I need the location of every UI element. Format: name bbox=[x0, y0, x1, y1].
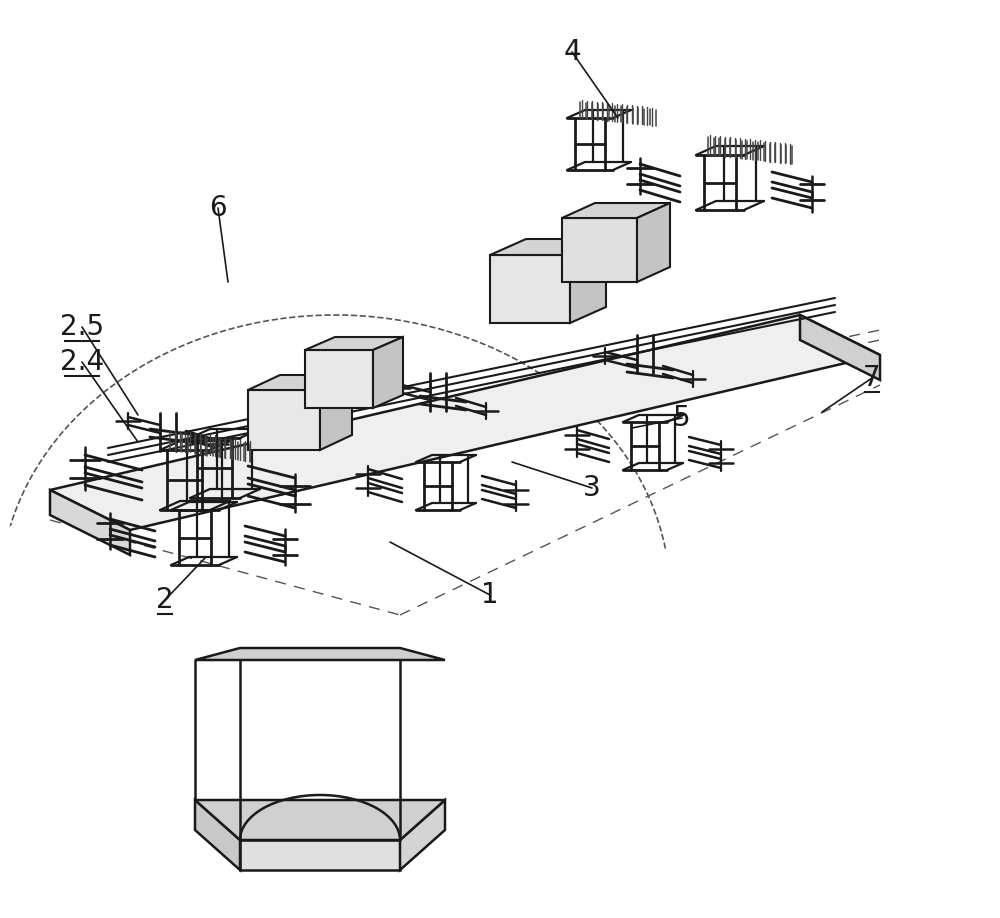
Polygon shape bbox=[800, 315, 880, 380]
Polygon shape bbox=[195, 800, 445, 840]
Text: 2.4: 2.4 bbox=[60, 348, 104, 376]
Text: 4: 4 bbox=[563, 38, 581, 66]
Text: 1: 1 bbox=[481, 581, 499, 609]
Polygon shape bbox=[240, 840, 400, 870]
Polygon shape bbox=[50, 315, 880, 530]
Polygon shape bbox=[305, 350, 373, 408]
Polygon shape bbox=[490, 239, 606, 255]
Polygon shape bbox=[637, 203, 670, 282]
Polygon shape bbox=[490, 255, 570, 323]
Text: 7: 7 bbox=[863, 364, 881, 392]
Text: 2: 2 bbox=[156, 586, 174, 614]
Polygon shape bbox=[50, 490, 130, 555]
Polygon shape bbox=[570, 239, 606, 323]
Text: 5: 5 bbox=[673, 404, 691, 432]
Text: 6: 6 bbox=[209, 194, 227, 222]
Polygon shape bbox=[195, 648, 445, 660]
Text: 2.5: 2.5 bbox=[60, 313, 104, 341]
Polygon shape bbox=[305, 337, 403, 350]
Polygon shape bbox=[248, 390, 320, 450]
Polygon shape bbox=[562, 218, 637, 282]
Polygon shape bbox=[400, 800, 445, 870]
Polygon shape bbox=[562, 203, 670, 218]
Polygon shape bbox=[320, 375, 352, 450]
Polygon shape bbox=[195, 800, 240, 870]
Polygon shape bbox=[373, 337, 403, 408]
Text: 3: 3 bbox=[583, 474, 601, 502]
Polygon shape bbox=[248, 375, 352, 390]
